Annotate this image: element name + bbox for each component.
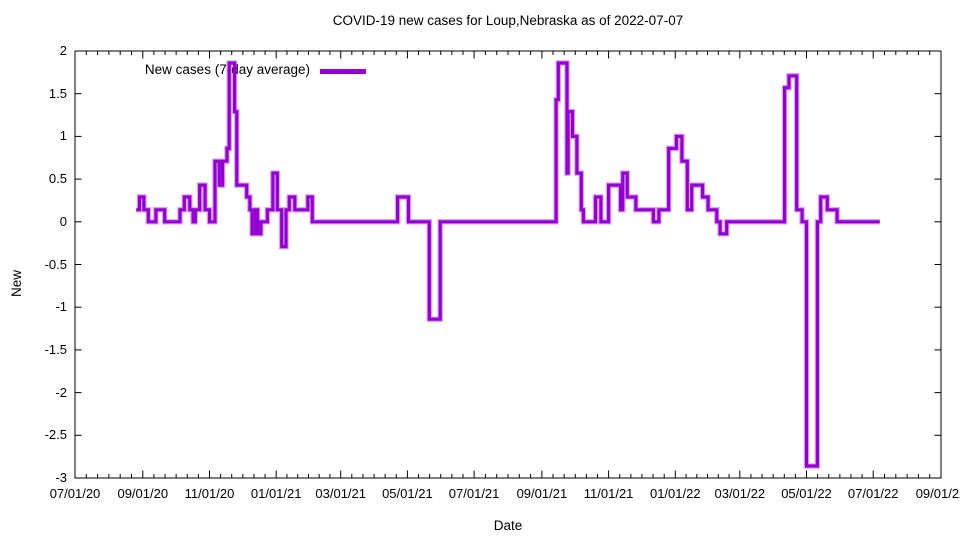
chart-title: COVID-19 new cases for Loup,Nebraska as … [332,13,684,28]
legend-label: New cases (7-day average) [144,62,310,77]
series-line-halo [136,60,880,469]
x-tick-label: 07/01/20 [49,486,101,501]
x-tick-label: 11/01/20 [184,486,235,501]
series-line [136,61,880,468]
x-tick-label: 11/01/21 [583,486,634,501]
x-tick-label: 03/01/21 [315,486,366,501]
plot-border [74,50,942,479]
x-axis-title: Date [493,518,523,533]
x-tick-label: 05/01/21 [382,486,433,501]
y-tick-label: -3 [55,470,67,485]
y-tick-label: 2 [59,43,67,58]
x-tick-label: 09/01/20 [117,486,169,501]
y-tick-label: -2 [55,384,67,400]
y-tick-label: 1 [59,128,67,144]
x-tick-label: 07/01/21 [448,486,500,501]
legend-line-sample [320,69,366,74]
x-tick-label: 09/01/21 [516,486,568,501]
x-tick-label: 07/01/22 [847,486,899,501]
y-tick-label: -1 [55,299,67,315]
y-tick-label: 0.5 [48,171,67,187]
x-tick-label: 01/01/21 [250,486,302,501]
x-tick-label: 05/01/22 [781,486,832,501]
y-tick-label: -2.5 [44,427,67,443]
y-tick-label: -0.5 [44,256,67,272]
y-tick-label: 0 [59,213,67,229]
y-axis-title: New [9,269,24,297]
y-tick-label: 1.5 [48,85,67,101]
x-tick-label: 09/01/22 [915,486,960,501]
x-tick-label: 03/01/22 [714,486,766,501]
x-tick-label: 01/01/22 [649,486,701,501]
y-tick-label: -1.5 [44,341,67,357]
